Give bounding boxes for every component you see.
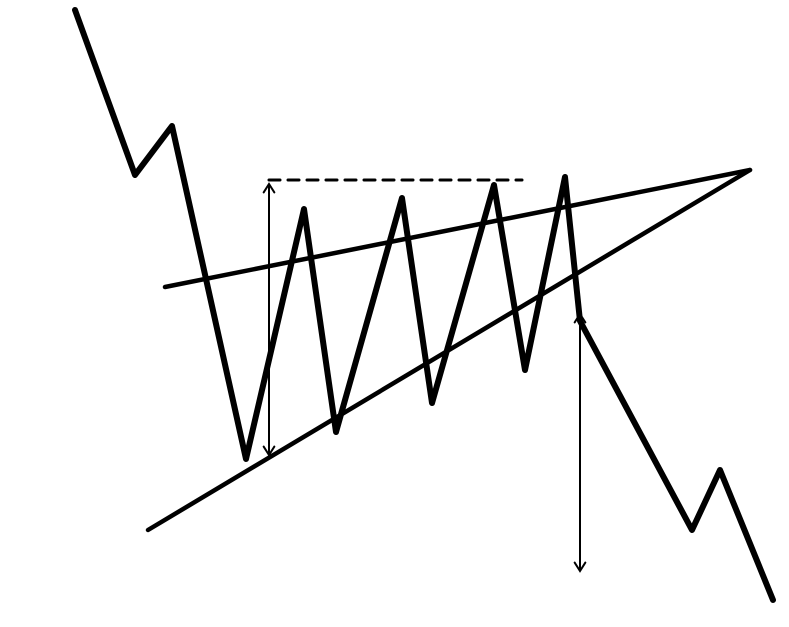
upper-trendline [165,170,750,287]
pattern-height-arrow [264,184,275,455]
target-projection-arrow [575,314,586,571]
rising-wedge-diagram [0,0,789,627]
